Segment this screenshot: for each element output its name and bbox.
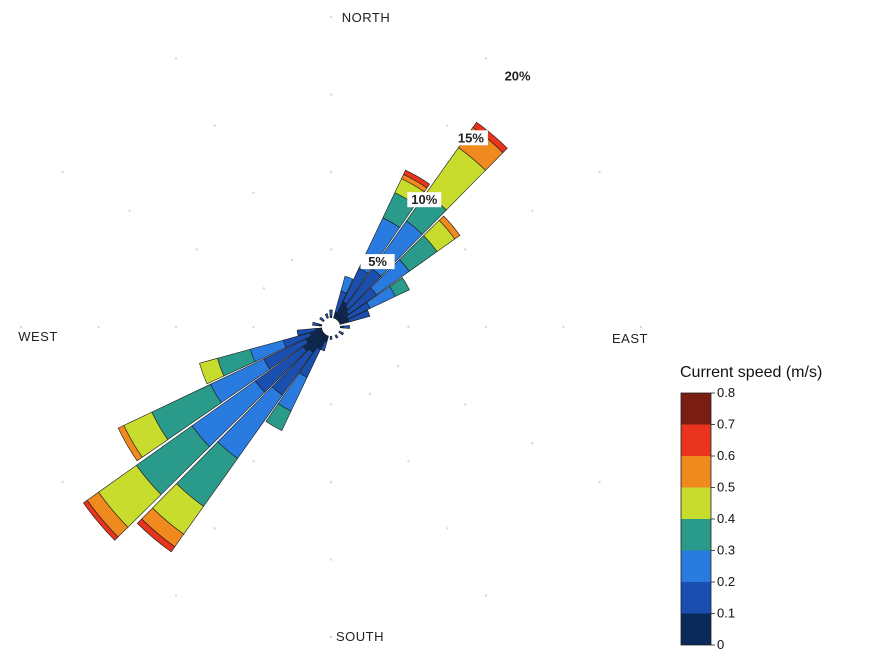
grid-dot bbox=[329, 15, 333, 19]
grid-dot bbox=[19, 325, 23, 329]
grid-dot bbox=[97, 325, 100, 329]
grid-dot bbox=[61, 170, 64, 174]
grid-dot bbox=[562, 325, 565, 329]
radial-tick-label: 20% bbox=[505, 68, 531, 83]
sector-bar-segment bbox=[347, 309, 371, 323]
grid-dot bbox=[368, 392, 371, 396]
direction-label-east: EAST bbox=[612, 331, 648, 346]
grid-dot bbox=[484, 57, 488, 60]
grid-dot bbox=[446, 124, 449, 127]
grid-dot bbox=[329, 635, 333, 639]
colorbar-legend: Current speed (m/s) 00.10.20.30.40.50.60… bbox=[680, 364, 822, 652]
sector-bar-segment bbox=[320, 340, 328, 352]
grid-dot bbox=[329, 558, 333, 561]
radial-tick-label: 5% bbox=[368, 254, 387, 269]
radial-tick-label-bg bbox=[500, 68, 535, 84]
colorbar-segment bbox=[681, 424, 711, 456]
grid-dot bbox=[213, 124, 216, 127]
grid-dot bbox=[61, 480, 64, 484]
grid-dot bbox=[329, 480, 333, 484]
colorbar-segment bbox=[681, 456, 711, 488]
grid-dot bbox=[128, 209, 131, 212]
grid-dot bbox=[407, 460, 410, 463]
colorbar-tick-label: 0.4 bbox=[717, 511, 735, 526]
colorbar-tick-label: 0.1 bbox=[717, 606, 735, 621]
grid-dot bbox=[291, 258, 294, 262]
radial-tick-labels: 5% 10% 15% 20% bbox=[360, 68, 535, 270]
sector-bar-segment bbox=[389, 277, 410, 297]
direction-label-west: WEST bbox=[18, 329, 58, 344]
grid-dot bbox=[639, 325, 643, 329]
colorbar-segment bbox=[681, 393, 711, 425]
colorbar-ticks: 0 0.1 0.2 0.3 0.4 0.5 0.6 0.7 0.8 bbox=[711, 385, 735, 652]
sector-bars bbox=[82, 121, 508, 553]
radial-tick-label-bg bbox=[407, 192, 442, 208]
grid-dot bbox=[484, 594, 488, 597]
colorbar-tick-label: 0.8 bbox=[717, 385, 735, 400]
legend-title: Current speed (m/s) bbox=[680, 364, 822, 381]
grid-dot bbox=[598, 480, 601, 484]
sector-bar-segment bbox=[199, 357, 225, 385]
colorbar-segment bbox=[681, 582, 711, 614]
sector-bar-segment bbox=[403, 169, 431, 189]
grid-dot bbox=[464, 403, 467, 406]
colorbar-tick-label: 0.5 bbox=[717, 480, 735, 495]
grid-dot bbox=[464, 248, 467, 251]
grid-dot bbox=[262, 287, 266, 290]
grid-dot bbox=[407, 325, 410, 329]
radial-tick-label: 10% bbox=[411, 192, 437, 207]
direction-label-north: NORTH bbox=[342, 10, 390, 25]
sector-bar-segment bbox=[324, 313, 329, 319]
radial-tick-label-bg bbox=[360, 254, 395, 270]
grid-dot bbox=[329, 403, 333, 406]
sector-bar-segment bbox=[312, 321, 320, 327]
grid-dot bbox=[252, 325, 255, 329]
sector-bar-segment bbox=[117, 424, 143, 462]
direction-label-south: SOUTH bbox=[336, 629, 384, 644]
grid-dot bbox=[252, 191, 255, 194]
grid-dot bbox=[174, 594, 178, 597]
colorbar-tick-label: 0 bbox=[717, 637, 724, 652]
sector-bar-segment bbox=[265, 403, 292, 432]
colorbar bbox=[680, 392, 712, 646]
grid-dot bbox=[531, 209, 534, 212]
colorbar-tick-label: 0.2 bbox=[717, 574, 735, 589]
grid-dot bbox=[329, 170, 333, 174]
grid-dot bbox=[329, 93, 333, 96]
sector-bar-segment bbox=[343, 325, 350, 329]
grid-dot bbox=[531, 442, 534, 445]
grid-dot bbox=[195, 248, 198, 251]
colorbar-segment bbox=[681, 487, 711, 519]
sector-bar-segment bbox=[319, 316, 325, 323]
colorbar-tick-label: 0.3 bbox=[717, 543, 735, 558]
grid-dot bbox=[396, 364, 400, 367]
sector-bar-segment bbox=[340, 275, 354, 294]
grid-dot bbox=[213, 527, 216, 530]
sector-bar-segment bbox=[82, 499, 119, 541]
grid-dot bbox=[329, 248, 333, 251]
grid-dot bbox=[446, 527, 449, 530]
radial-tick-label: 15% bbox=[458, 130, 484, 145]
grid-dot bbox=[484, 325, 488, 329]
sector-bar-segment bbox=[329, 309, 333, 317]
colorbar-tick-label: 0.6 bbox=[717, 448, 735, 463]
grid-dot bbox=[174, 325, 178, 329]
colorbar-tick-label: 0.7 bbox=[717, 417, 735, 432]
sector-bar-segment bbox=[296, 328, 317, 336]
sector-bar-segment bbox=[339, 325, 344, 329]
grid-dot bbox=[252, 460, 255, 463]
grid-dot bbox=[174, 57, 178, 60]
sector-bar-segment bbox=[438, 215, 461, 240]
colorbar-segment bbox=[681, 613, 711, 645]
colorbar-segment bbox=[681, 550, 711, 582]
sector-bar-segment bbox=[338, 330, 345, 336]
radial-tick-label-bg bbox=[453, 130, 488, 146]
sector-bar-segment bbox=[136, 518, 176, 553]
colorbar-segment bbox=[681, 519, 711, 551]
grid-dot bbox=[598, 170, 601, 174]
center-hole bbox=[322, 318, 340, 336]
